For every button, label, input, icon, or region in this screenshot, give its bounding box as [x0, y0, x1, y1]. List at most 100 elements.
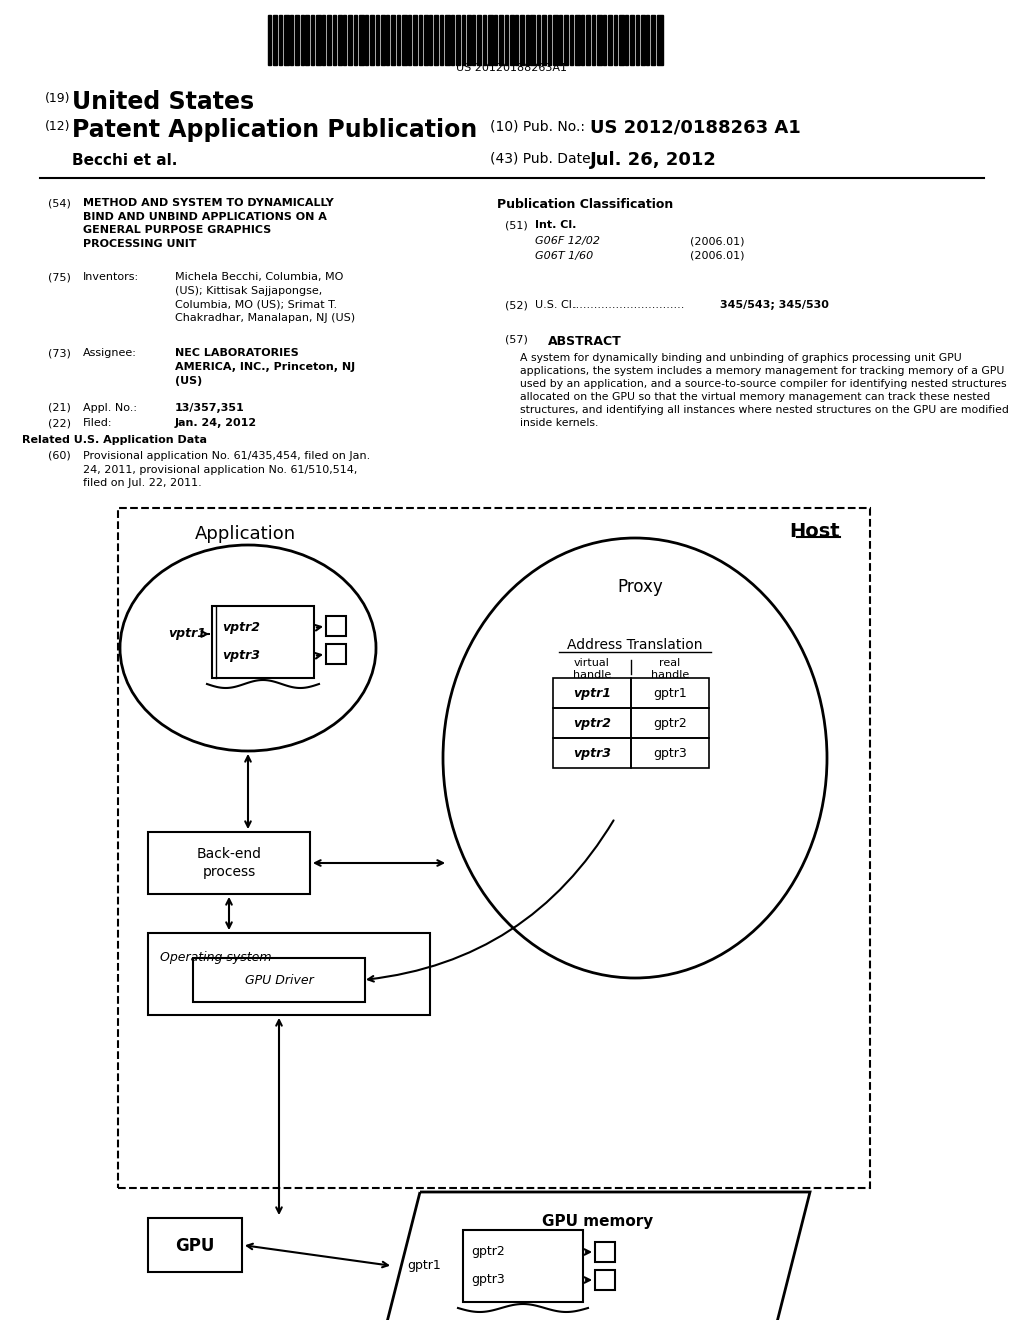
Bar [595, 1270, 615, 1290]
Text: Inventors:: Inventors: [83, 272, 139, 282]
Bar [548, 15, 551, 65]
Text: Assignee:: Assignee: [83, 348, 137, 358]
Bar [348, 15, 352, 65]
Text: Jan. 24, 2012: Jan. 24, 2012 [175, 418, 257, 428]
Bar [327, 15, 331, 65]
Bar [402, 15, 407, 65]
Text: 13/357,351: 13/357,351 [175, 403, 245, 413]
Bar [408, 15, 411, 65]
Bar [553, 678, 631, 708]
Bar [603, 15, 606, 65]
Bar [429, 15, 432, 65]
Text: (60): (60) [48, 451, 71, 461]
Text: (54): (54) [48, 198, 71, 209]
Bar [537, 15, 540, 65]
Bar [530, 15, 535, 65]
Text: (57): (57) [505, 335, 528, 345]
Bar [510, 15, 514, 65]
Bar [483, 15, 486, 65]
Bar [413, 15, 417, 65]
Bar [118, 508, 870, 1188]
Bar [526, 15, 529, 65]
Bar [553, 708, 631, 738]
Text: 345/543; 345/530: 345/543; 345/530 [720, 300, 828, 310]
Bar [354, 15, 357, 65]
Text: (19): (19) [45, 92, 71, 106]
Bar [376, 15, 379, 65]
Bar [333, 15, 336, 65]
Text: Proxy: Proxy [617, 578, 663, 597]
Bar [494, 15, 497, 65]
Text: vptr2: vptr2 [222, 622, 260, 635]
Bar [326, 644, 346, 664]
Text: US 2012/0188263 A1: US 2012/0188263 A1 [590, 117, 801, 136]
Text: G06F 12/02: G06F 12/02 [535, 236, 600, 246]
Bar [343, 15, 346, 65]
Text: (75): (75) [48, 272, 71, 282]
Bar [148, 1218, 242, 1272]
Bar [148, 933, 430, 1015]
Text: vptr3: vptr3 [573, 747, 611, 760]
Text: vptr2: vptr2 [573, 718, 611, 730]
Text: Operating system: Operating system [160, 950, 271, 964]
Text: vptr1: vptr1 [573, 688, 611, 701]
Text: (51): (51) [505, 220, 527, 230]
Text: gptr3: gptr3 [471, 1274, 505, 1287]
Text: Host: Host [790, 521, 840, 541]
Text: vptr3: vptr3 [222, 649, 260, 663]
Bar [305, 15, 309, 65]
Bar [515, 15, 518, 65]
Bar [631, 678, 709, 708]
Bar [440, 15, 443, 65]
Bar [641, 15, 645, 65]
Text: ...............................: ............................... [573, 300, 685, 310]
Bar [614, 15, 617, 65]
Bar [322, 15, 325, 65]
Bar [463, 1230, 583, 1302]
Text: (43) Pub. Date:: (43) Pub. Date: [490, 152, 595, 166]
Text: Publication Classification: Publication Classification [497, 198, 673, 211]
Text: United States: United States [72, 90, 254, 114]
Bar [268, 15, 271, 65]
Bar [284, 15, 289, 65]
Bar [618, 15, 624, 65]
Bar [301, 15, 304, 65]
Text: Michela Becchi, Columbia, MO
(US); Kittisak Sajjapongse,
Columbia, MO (US); Srim: Michela Becchi, Columbia, MO (US); Kitti… [175, 272, 355, 323]
Text: Patent Application Publication: Patent Application Publication [72, 117, 477, 143]
Bar [625, 15, 628, 65]
Bar [586, 15, 590, 65]
Text: Provisional application No. 61/435,454, filed on Jan.
24, 2011, provisional appl: Provisional application No. 61/435,454, … [83, 451, 371, 488]
Text: (2006.01): (2006.01) [690, 251, 744, 261]
Bar [570, 15, 573, 65]
Bar [564, 15, 568, 65]
Bar [451, 15, 454, 65]
Bar [419, 15, 422, 65]
Bar [397, 15, 400, 65]
Text: (73): (73) [48, 348, 71, 358]
Text: (21): (21) [48, 403, 71, 413]
Bar [359, 15, 364, 65]
Bar [326, 616, 346, 636]
Text: vptr1: vptr1 [168, 627, 206, 640]
Text: NEC LABORATORIES: NEC LABORATORIES [175, 348, 299, 358]
Bar [424, 15, 428, 65]
Text: ABSTRACT: ABSTRACT [548, 335, 622, 348]
Bar [148, 832, 310, 894]
Bar [636, 15, 639, 65]
Text: gptr2: gptr2 [471, 1246, 505, 1258]
Bar [273, 15, 278, 65]
Text: Application: Application [195, 525, 296, 543]
Bar [193, 958, 365, 1002]
Bar [575, 15, 580, 65]
Text: (52): (52) [505, 300, 528, 310]
Bar [646, 15, 649, 65]
Bar [467, 15, 471, 65]
Text: (2006.01): (2006.01) [690, 236, 744, 246]
Bar [630, 15, 634, 65]
Text: Int. Cl.: Int. Cl. [535, 220, 577, 230]
Bar [608, 15, 612, 65]
Bar [553, 738, 631, 768]
Text: gptr1: gptr1 [407, 1259, 440, 1272]
Text: Becchi et al.: Becchi et al. [72, 153, 177, 168]
Bar [631, 738, 709, 768]
